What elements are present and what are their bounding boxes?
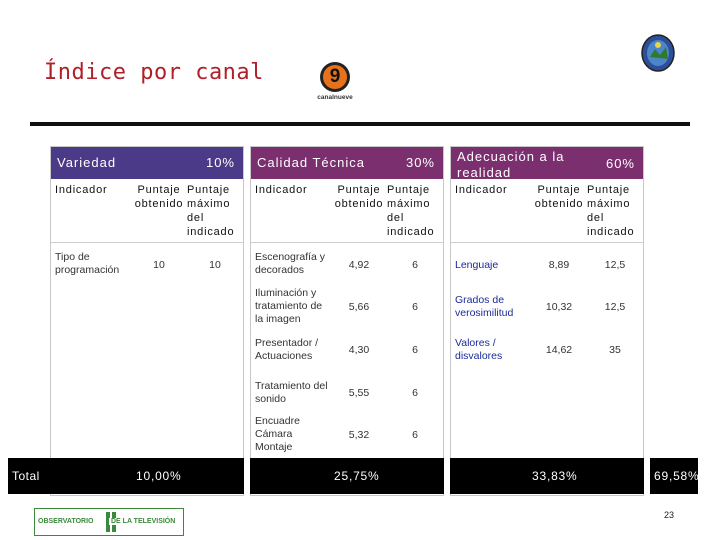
panel-calidad-tecnica: Calidad Técnica 30% Indicador Puntaje ob… xyxy=(250,146,444,496)
row-indicator: Valores / disvalores xyxy=(455,337,503,362)
footer-logo-right: DE LA TELEVISIÓN xyxy=(109,518,178,525)
row-max: 6 xyxy=(412,429,418,441)
row-score: 5,66 xyxy=(348,301,370,313)
row-score: 5,55 xyxy=(348,387,370,399)
col-header-max: Puntaje máximo del indicado xyxy=(587,184,635,238)
row-score: 10,32 xyxy=(545,301,573,313)
row-score: 8,89 xyxy=(548,259,570,271)
page-title: Índice por canal xyxy=(44,60,264,85)
panel-variedad: Variedad 10% Indicador Puntaje obtenido … xyxy=(50,146,244,496)
row-max: 6 xyxy=(412,259,418,271)
category-weight: 10% xyxy=(205,155,235,170)
row-indicator: Grados de verosimilitud xyxy=(455,294,514,319)
total-row: Total 10,00% 25,75% 33,83% 69,58% xyxy=(8,458,700,494)
header-divider xyxy=(251,242,443,243)
total-separator xyxy=(244,458,250,494)
col-header-max: Puntaje máximo del indicado xyxy=(387,184,435,238)
crest-icon xyxy=(641,34,675,72)
row-max: 12,5 xyxy=(604,301,626,313)
col-header-score: Puntaje obtenido xyxy=(334,184,384,210)
logo-bar-icon xyxy=(106,512,110,532)
row-max: 12,5 xyxy=(604,259,626,271)
grand-total: 69,58% xyxy=(654,469,700,483)
channel-logo: 9 canalnueve xyxy=(312,62,358,104)
row-score: 4,92 xyxy=(348,259,370,271)
panel-header: Variedad 10% xyxy=(51,147,243,179)
row-max: 35 xyxy=(609,344,621,356)
panel-header: Calidad Técnica 30% xyxy=(251,147,443,179)
panel-adecuacion-realidad: Adecuación a la realidad 60% Indicador P… xyxy=(450,146,644,496)
header-divider xyxy=(51,242,243,243)
col-header-max: Puntaje máximo del indicado xyxy=(187,184,235,238)
total-separator xyxy=(644,458,650,494)
page-number: 23 xyxy=(664,510,675,520)
row-indicator: Escenografía y decorados xyxy=(255,251,326,276)
category-weight: 60% xyxy=(605,156,635,171)
row-indicator: Presentador / Actuaciones xyxy=(255,337,319,362)
divider-rule xyxy=(30,122,690,126)
row-indicator: Lenguaje xyxy=(455,259,499,271)
col-header-score: Puntaje obtenido xyxy=(534,184,584,210)
category-name: Adecuación a la realidad xyxy=(457,149,565,180)
row-max: 6 xyxy=(412,344,418,356)
col-header-indicator: Indicador xyxy=(455,184,508,196)
row-score: 5,32 xyxy=(348,429,370,441)
row-max: 10 xyxy=(209,259,221,271)
header-divider xyxy=(451,242,643,243)
total-label: Total xyxy=(12,469,40,483)
channel-logo-digit: 9 xyxy=(323,65,347,89)
row-score: 14,62 xyxy=(545,344,573,356)
total-variedad: 10,00% xyxy=(136,469,182,483)
panel-header: Adecuación a la realidad 60% xyxy=(451,147,643,180)
channel-logo-caption: canalnueve xyxy=(317,94,353,101)
col-header-indicator: Indicador xyxy=(55,184,108,196)
row-indicator: Iluminación y tratamiento de la imagen xyxy=(255,287,323,325)
row-indicator: Tipo de programación xyxy=(55,251,120,276)
row-indicator: Encuadre Cámara Montaje xyxy=(255,415,300,453)
total-calidad-tecnica: 25,75% xyxy=(334,469,380,483)
row-max: 6 xyxy=(412,301,418,313)
row-max: 6 xyxy=(412,387,418,399)
col-header-indicator: Indicador xyxy=(255,184,308,196)
total-separator xyxy=(444,458,450,494)
row-score: 10 xyxy=(153,259,165,271)
observatorio-logo: OBSERVATORIO DE LA TELEVISIÓN xyxy=(34,508,184,536)
category-weight: 30% xyxy=(405,155,435,170)
footer-logo-left: OBSERVATORIO xyxy=(38,518,94,525)
category-name: Calidad Técnica xyxy=(257,155,365,170)
row-indicator: Tratamiento del sonido xyxy=(255,380,328,405)
row-score: 4,30 xyxy=(348,344,370,356)
total-adecuacion: 33,83% xyxy=(532,469,578,483)
category-name: Variedad xyxy=(57,155,117,170)
col-header-score: Puntaje obtenido xyxy=(134,184,184,210)
